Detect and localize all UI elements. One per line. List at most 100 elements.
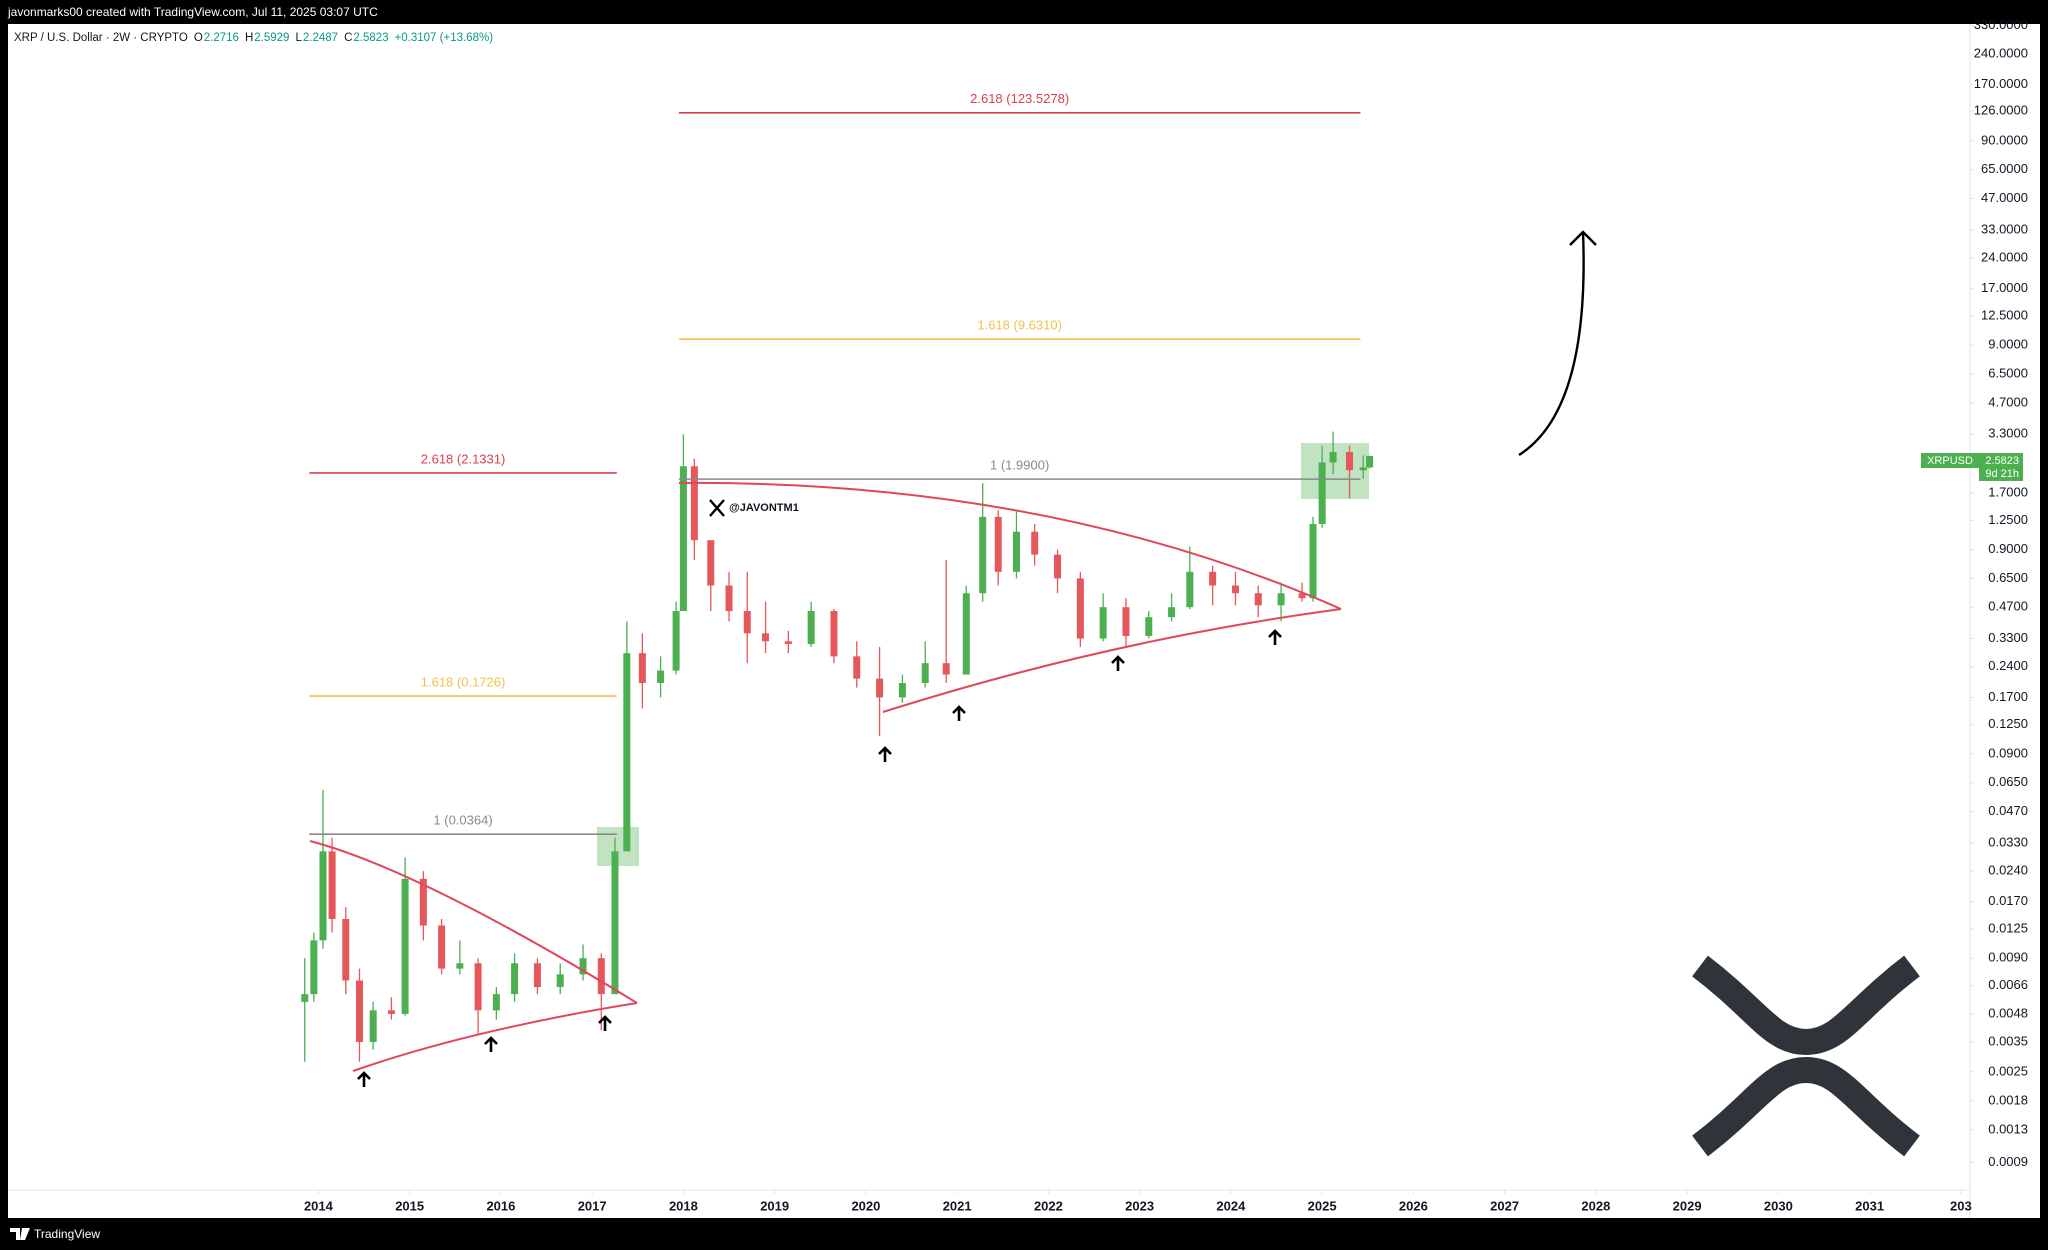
x-tick-label: 2021: [943, 1198, 972, 1213]
candle-body: [962, 593, 970, 675]
x-tick-label: 2018: [669, 1198, 698, 1213]
candle-body: [319, 851, 327, 941]
last-price: 2.5823: [1985, 455, 2019, 467]
fib-label: 1.618 (9.6310): [977, 318, 1062, 333]
y-tick-label: 0.0330: [1988, 834, 2028, 849]
y-tick-label: 65.0000: [1981, 161, 2028, 176]
symbol-title: XRP / U.S. Dollar · 2W · CRYPTO: [14, 32, 188, 44]
candle-body: [1366, 455, 1374, 468]
candle-body: [1318, 462, 1326, 524]
up-marker: [878, 746, 892, 762]
candle-body: [1168, 607, 1176, 618]
candle-body: [679, 466, 687, 612]
candle-body: [1076, 578, 1084, 639]
candle-body: [623, 653, 631, 852]
candle-body: [310, 940, 318, 995]
candle-body: [1031, 531, 1039, 555]
x-tick-label: 2023: [1125, 1198, 1154, 1213]
x-tick-label: 2019: [760, 1198, 789, 1213]
up-marker: [1111, 655, 1125, 671]
y-tick-label: 126.0000: [1974, 102, 2028, 117]
candle-body: [401, 878, 409, 1014]
y-tick-label: 0.0900: [1988, 745, 2028, 760]
brand-name: TradingView: [34, 1227, 100, 1241]
candle-body: [556, 974, 564, 988]
x-tick-label: 2022: [1034, 1198, 1063, 1213]
y-tick-label: 0.0066: [1988, 977, 2028, 992]
y-tick-label: 0.0025: [1988, 1063, 2028, 1078]
candle-body: [1012, 531, 1020, 572]
trendline: [309, 840, 638, 1004]
x-tick-label: 2028: [1581, 1198, 1610, 1213]
x-logo: [709, 499, 725, 517]
change: +0.3107 (+13.68%): [395, 32, 494, 44]
watermark: @JAVONTM1: [709, 499, 799, 517]
y-tick-label: 0.4700: [1988, 599, 2028, 614]
candle-body: [876, 678, 884, 698]
brand-logo: [10, 1228, 30, 1240]
candle-body: [672, 611, 680, 671]
trendline: [678, 481, 1342, 610]
candle-body: [1122, 607, 1130, 636]
y-tick-label: 0.1700: [1988, 689, 2028, 704]
x-tick-label: 2016: [486, 1198, 515, 1213]
y-tick-label: 0.6500: [1988, 570, 2028, 585]
x-tick-label: 2027: [1490, 1198, 1519, 1213]
price-tag: XRPUSD 2.5823 9d 21h: [1921, 453, 2023, 481]
y-tick-label: 3.3000: [1988, 426, 2028, 441]
candle-body: [1359, 467, 1367, 471]
ohlc-value: 2.2487: [303, 32, 338, 44]
candle-body: [342, 918, 350, 981]
candle-body: [328, 851, 336, 919]
candle-body: [355, 980, 363, 1042]
candle-body: [1231, 585, 1239, 594]
candle-body: [762, 633, 770, 642]
up-marker: [598, 1015, 612, 1031]
y-tick-label: 1.2500: [1988, 512, 2028, 527]
credit: javonmarks00 created with TradingView.co…: [7, 5, 378, 19]
candle-body: [743, 611, 751, 634]
x-tick-label: 2030: [1764, 1198, 1793, 1213]
ohlc-label: L: [295, 32, 302, 44]
y-tick-label: 0.0009: [1988, 1154, 2028, 1169]
candle-body: [707, 540, 715, 586]
candle-body: [1277, 593, 1285, 606]
y-tick-label: 0.0048: [1988, 1005, 2028, 1020]
trendline: [352, 1002, 638, 1072]
candle-body: [1346, 452, 1354, 471]
candle-body: [784, 641, 792, 645]
symbol-header: XRP / U.S. Dollar · 2W · CRYPTO O 2.2716 H…: [14, 32, 493, 44]
candle-body: [1298, 593, 1306, 599]
candle-body: [1186, 571, 1194, 608]
candle-body: [1099, 607, 1107, 639]
y-tick-label: 1.7000: [1988, 485, 2028, 500]
ohlc-value: 2.5823: [353, 32, 388, 44]
candle-body: [898, 682, 906, 698]
candle-body: [807, 611, 815, 645]
last-price-tag: [1979, 453, 2023, 481]
up-markers: [357, 629, 1282, 1087]
candle-body: [369, 1010, 377, 1042]
y-tick-label: 17.0000: [1981, 280, 2028, 295]
candle-body: [994, 516, 1002, 572]
y-tick-label: 0.1250: [1988, 716, 2028, 731]
fib-label: 1 (1.9900): [990, 458, 1049, 473]
y-tick-label: 33.0000: [1981, 221, 2028, 236]
y-tick-label: 0.0170: [1988, 893, 2028, 908]
x-tick-label: 2029: [1673, 1198, 1702, 1213]
candle-body: [511, 963, 519, 995]
y-tick-label: 0.0125: [1988, 920, 2028, 935]
y-tick-label: 170.0000: [1974, 76, 2028, 91]
ohlc-value: 2.2716: [204, 32, 239, 44]
candle-body: [942, 663, 950, 675]
candle-body: [1309, 523, 1317, 599]
ohlc-label: C: [344, 32, 352, 44]
symbol-tag: [1921, 453, 1979, 468]
brand: TradingView: [10, 1227, 100, 1241]
candle-body: [387, 1010, 395, 1014]
y-tick-label: 0.0013: [1988, 1121, 2028, 1136]
symbol-tag-text: XRPUSD: [1927, 455, 1973, 467]
candle-body: [597, 958, 605, 995]
candle-body: [690, 466, 698, 541]
